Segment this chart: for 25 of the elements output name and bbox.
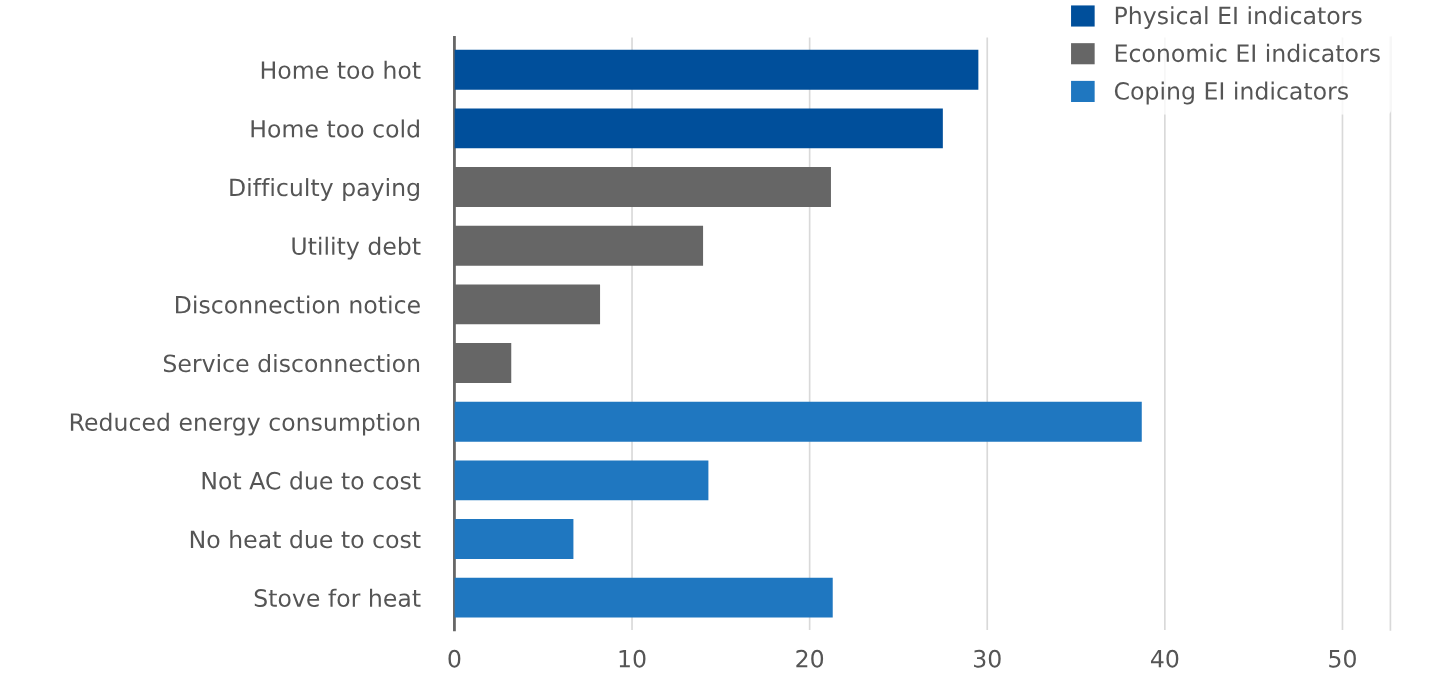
bar [454, 49, 979, 90]
y-tick-label: No heat due to cost [190, 530, 421, 549]
x-tick-label: 40 [1150, 649, 1179, 668]
y-tick-label: Disconnection notice [176, 295, 420, 314]
y-tick-label: Service disconnection [163, 354, 420, 373]
x-tick-label: 0 [448, 649, 461, 668]
x-tick-label: 50 [1329, 649, 1356, 668]
bar [454, 519, 574, 559]
x-tick-label: 30 [974, 649, 1001, 668]
bar [454, 577, 833, 618]
bar [454, 108, 943, 149]
y-tick-label: Home too cold [251, 119, 419, 138]
y-tick-label: Difficulty paying [230, 178, 419, 201]
y-tick-label: Reduced energy consumption [70, 412, 420, 436]
y-tick-label: Not AC due to cost [202, 471, 421, 490]
legend-label: Economic EI indicators [1115, 43, 1380, 63]
legend-label: Physical EI indicators [1115, 6, 1362, 29]
legend-label: Coping EI indicators [1114, 81, 1348, 105]
bar [454, 460, 709, 501]
y-tick-label: Stove for heat [254, 588, 421, 607]
bar [454, 401, 1142, 442]
y-tick-label: Utility debt [292, 236, 421, 260]
x-tick-label: 10 [619, 649, 646, 668]
y-tick-label: Home too hot [261, 60, 421, 80]
x-tick-label: 20 [796, 649, 824, 668]
